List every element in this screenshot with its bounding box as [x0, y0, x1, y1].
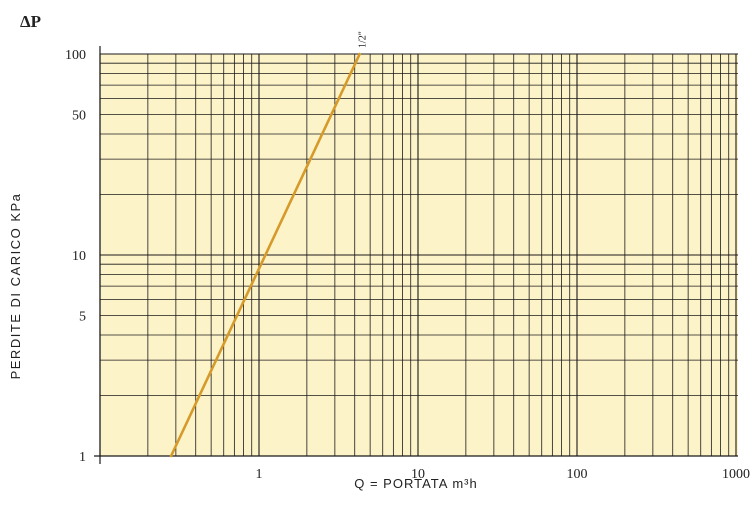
delta-p-symbol: ΔP	[20, 12, 41, 31]
x-axis-title: Q = PORTATA m³h	[354, 476, 477, 491]
x-tick-label: 10	[411, 467, 425, 482]
y-tick-label: 5	[79, 310, 86, 325]
series-line	[169, 52, 362, 458]
x-axis-ticks: 1 10 100 1000	[256, 467, 751, 482]
x-tick-label: 100	[567, 467, 588, 482]
grid-lines	[94, 46, 738, 464]
series-label: 1/2"	[358, 31, 369, 48]
x-tick-label: 1	[256, 467, 263, 482]
series-layer: 1/2"	[169, 31, 369, 458]
y-tick-label: 100	[65, 48, 86, 63]
y-axis-title: PERDITE DI CARICO KPa	[8, 193, 23, 380]
x-tick-label: 1000	[722, 467, 750, 482]
y-tick-label: 50	[72, 109, 86, 124]
y-tick-label: 1	[79, 450, 86, 465]
y-axis-ticks: 1 5 10 50 100	[65, 48, 86, 465]
y-tick-label: 10	[72, 249, 86, 264]
